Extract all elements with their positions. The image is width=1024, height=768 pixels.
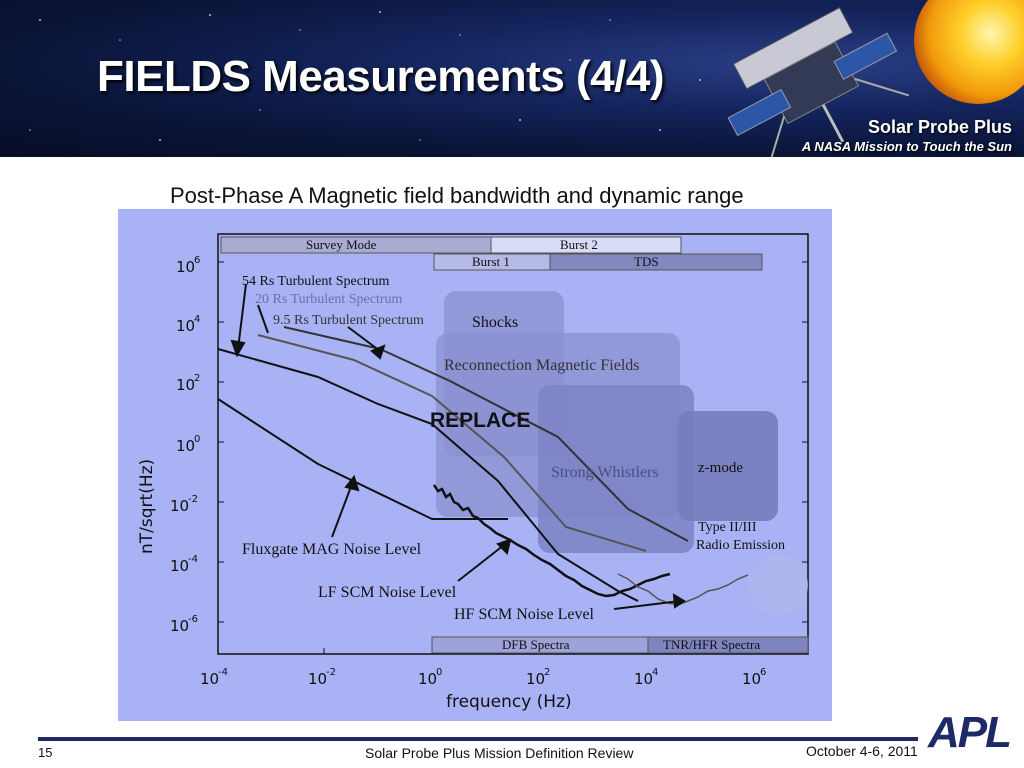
svg-text:4: 4 [194, 314, 200, 325]
svg-text:-4: -4 [188, 554, 198, 565]
type23-label-1: Type II/III [698, 520, 757, 535]
scm-noise-line [432, 484, 671, 598]
survey-mode-label: Survey Mode [306, 237, 377, 252]
svg-text:10: 10 [200, 670, 219, 688]
type23-label-2: Radio Emission [696, 538, 785, 553]
whistlers-region [538, 385, 694, 553]
y-tick-1e-6: 10-6 [170, 614, 198, 635]
lf-scm-label: LF SCM Noise Level [318, 584, 457, 601]
reconnection-label: Reconnection Magnetic Fields [444, 357, 640, 374]
svg-text:0: 0 [436, 667, 442, 678]
x-tick-1e-2: 10-2 [308, 667, 336, 688]
x-tick-1e2: 102 [526, 667, 550, 688]
replace-placeholder-label: REPLACE [430, 409, 530, 432]
y-tick-1e0: 100 [176, 434, 200, 455]
svg-text:10: 10 [170, 497, 189, 515]
x-tick-1e-4: 10-4 [200, 667, 228, 688]
svg-text:10: 10 [170, 617, 189, 635]
svg-text:10: 10 [418, 670, 437, 688]
radio-emission-region [748, 555, 808, 615]
svg-text:10: 10 [176, 258, 195, 276]
fluxgate-noise-line [217, 398, 508, 520]
header-banner: FIELDS Measurements (4/4) Solar Probe Pl… [0, 0, 1024, 157]
svg-text:-4: -4 [218, 667, 228, 678]
svg-text:-6: -6 [188, 614, 198, 625]
spacecraft-image [727, 7, 910, 157]
svg-text:10: 10 [308, 670, 327, 688]
apl-logo: APL [928, 708, 1012, 757]
page-number: 15 [38, 745, 53, 760]
svg-text:10: 10 [170, 557, 189, 575]
spectrum-9.5rs-line [283, 326, 689, 542]
whistlers-label: Strong Whistlers [551, 464, 659, 481]
arrow-hf-scm [613, 600, 681, 610]
svg-text:10: 10 [176, 376, 195, 394]
zmode-label: z-mode [698, 460, 743, 476]
svg-text:4: 4 [652, 667, 658, 678]
svg-text:10: 10 [176, 437, 195, 455]
burst1-label: Burst 1 [472, 254, 510, 269]
arrow-20rs [257, 304, 269, 334]
tnr-hfr-bar [647, 636, 809, 654]
x-axis-label: frequency (Hz) [446, 692, 572, 712]
slide-subtitle: Post-Phase A Magnetic field bandwidth an… [170, 183, 744, 208]
brand-tagline: A NASA Mission to Touch the Sun [801, 139, 1012, 154]
y-tick-1e4: 104 [176, 314, 200, 335]
svg-text:6: 6 [760, 667, 766, 678]
svg-text:-2: -2 [188, 494, 198, 505]
annotation-20rs: 20 Rs Turbulent Spectrum [255, 292, 403, 307]
x-tick-1e6: 106 [742, 667, 766, 688]
starfield-background [29, 11, 701, 141]
page-title: FIELDS Measurements (4/4) [97, 52, 665, 101]
plot-frame [217, 233, 809, 655]
fluxgate-label: Fluxgate MAG Noise Level [242, 541, 422, 558]
tds-bar [549, 253, 763, 271]
svg-text:10: 10 [634, 670, 653, 688]
tnr-hfr-label: TNR/HFR Spectra [663, 637, 760, 652]
dfb-spectra-label: DFB Spectra [502, 637, 570, 652]
hf-spectrum-line [617, 573, 749, 606]
footer-title: Solar Probe Plus Mission Definition Revi… [365, 745, 634, 761]
arrow-fluxgate [331, 483, 353, 538]
annotation-9.5rs: 9.5 Rs Turbulent Spectrum [273, 313, 424, 328]
footer-date: October 4-6, 2011 [806, 743, 918, 759]
tds-label: TDS [634, 254, 659, 269]
annotation-54rs: 54 Rs Turbulent Spectrum [242, 274, 390, 289]
y-tick-1e6: 106 [176, 255, 200, 276]
footer-rule [38, 737, 918, 741]
svg-text:10: 10 [176, 317, 195, 335]
x-tick-1e0: 100 [418, 667, 442, 688]
arrow-9.5rs [347, 326, 381, 352]
shocks-label: Shocks [472, 314, 518, 331]
y-axis-label: nT/sqrt(Hz) [137, 459, 157, 554]
svg-text:6: 6 [194, 255, 200, 266]
svg-text:0: 0 [194, 434, 200, 445]
y-tick-1e-2: 10-2 [170, 494, 198, 515]
burst2-bar [490, 236, 682, 254]
zmode-region [678, 411, 778, 521]
svg-text:10: 10 [526, 670, 545, 688]
x-tick-1e4: 104 [634, 667, 658, 688]
arrow-54rs [237, 283, 247, 350]
brand-title: Solar Probe Plus [867, 117, 1012, 137]
spectrum-54rs-line [217, 348, 639, 602]
svg-text:2: 2 [544, 667, 550, 678]
hf-scm-label: HF SCM Noise Level [454, 606, 595, 623]
svg-text:2: 2 [194, 373, 200, 384]
svg-text:-2: -2 [326, 667, 336, 678]
svg-text:10: 10 [742, 670, 761, 688]
y-tick-1e2: 102 [176, 373, 200, 394]
bandwidth-chart-svg: nT/sqrt(Hz) frequency (Hz) 106 104 102 1… [137, 233, 809, 712]
arrow-lf-scm [457, 544, 505, 582]
sun-image [914, 0, 1024, 104]
burst2-label: Burst 2 [560, 237, 598, 252]
y-tick-1e-4: 10-4 [170, 554, 198, 575]
bandwidth-figure: nT/sqrt(Hz) frequency (Hz) 10 6 10 4 10 2 1… [118, 209, 832, 721]
spectrum-20rs-line [257, 334, 647, 552]
